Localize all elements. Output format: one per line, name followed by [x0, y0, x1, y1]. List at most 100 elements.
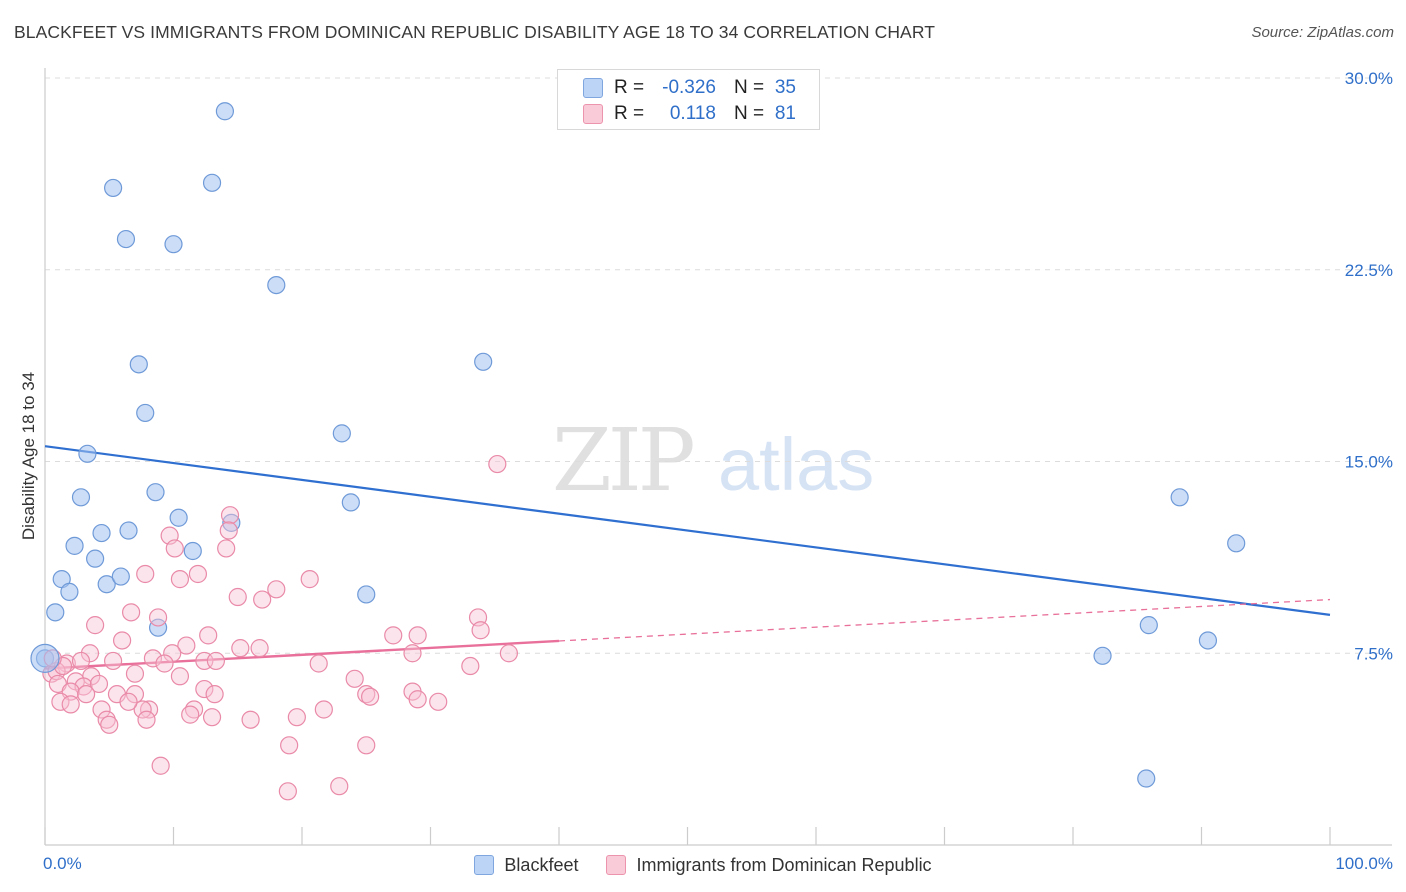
axes: [44, 68, 1392, 846]
point-dominican: [314, 700, 333, 719]
n-value: 81: [774, 103, 796, 124]
point-dominican: [499, 644, 518, 663]
point-dominican: [280, 736, 299, 755]
point-dominican: [170, 667, 190, 686]
point-dominican: [205, 685, 224, 704]
n-label: N =: [734, 103, 765, 124]
point-blackfeet: [169, 508, 188, 527]
trend-line-dominican-dashed: [558, 598, 1331, 642]
point-blackfeet: [119, 521, 138, 540]
legend-swatch-pink: [606, 855, 627, 875]
watermark-atlas: atlas: [718, 423, 874, 506]
point-dominican: [357, 736, 376, 755]
point-blackfeet: [129, 355, 148, 374]
grid: [45, 77, 1392, 654]
point-dominican: [228, 587, 247, 607]
point-blackfeet: [46, 603, 65, 622]
y-tick-label: 7.5%: [1354, 644, 1393, 663]
point-dominican: [155, 654, 174, 673]
point-dominican: [89, 674, 109, 694]
point-dominican: [384, 626, 403, 645]
n-label: N =: [734, 77, 765, 98]
point-blackfeet: [1137, 769, 1156, 788]
point-blackfeet: [267, 275, 286, 295]
point-dominican: [231, 639, 250, 658]
point-blackfeet: [1139, 616, 1158, 635]
point-dominican: [143, 649, 163, 668]
y-axis-label: Disability Age 18 to 34: [19, 372, 38, 540]
point-dominican: [61, 695, 80, 714]
point-dominican: [217, 539, 236, 558]
stats-row-dominican: R = 0.118 N = 81: [558, 101, 819, 127]
point-dominican: [119, 692, 138, 711]
point-blackfeet: [111, 567, 130, 586]
point-blackfeet: [86, 549, 105, 568]
point-dominican: [77, 685, 96, 704]
point-dominican: [267, 580, 286, 599]
point-dominican: [408, 690, 427, 709]
point-dominican: [86, 616, 105, 635]
point-dominican: [137, 710, 156, 729]
point-dominican: [104, 651, 123, 671]
point-dominican: [112, 631, 132, 650]
point-blackfeet: [202, 173, 222, 192]
r-value: 0.118: [669, 103, 716, 124]
point-blackfeet: [1093, 646, 1112, 665]
point-dominican: [220, 506, 240, 525]
point-blackfeet: [65, 536, 84, 555]
point-dominican: [92, 700, 111, 719]
point-blackfeet: [332, 424, 351, 443]
point-dominican: [177, 636, 196, 655]
stats-row-blackfeet: R = -0.326 N = 35: [558, 75, 819, 101]
point-dominican: [241, 710, 260, 729]
point-dominican: [287, 708, 306, 727]
stats-legend: R = -0.326 N = 35 R = 0.118 N = 81: [557, 69, 820, 130]
point-blackfeet: [183, 541, 202, 561]
legend-label: Blackfeet: [504, 854, 579, 875]
point-dominican: [206, 651, 226, 671]
legend: Blackfeet Immigrants from Dominican Repu…: [0, 850, 1406, 880]
legend-swatch-blue: [474, 855, 495, 875]
point-dominican: [429, 692, 448, 711]
point-dominican: [188, 564, 208, 584]
point-dominican: [253, 590, 272, 609]
point-blackfeet: [474, 352, 493, 371]
point-dominican: [181, 705, 200, 724]
point-dominican: [163, 644, 182, 663]
point-blackfeet: [116, 229, 136, 249]
x-tick-label: 100.0%: [1335, 854, 1393, 873]
point-dominican: [170, 570, 190, 589]
point-dominican: [133, 700, 152, 719]
point-dominican: [97, 710, 116, 729]
point-dominican: [300, 570, 319, 589]
legend-item-blackfeet: Blackfeet: [474, 855, 578, 876]
point-dominican: [345, 669, 364, 688]
point-blackfeet: [104, 178, 123, 198]
point-dominican: [202, 708, 222, 727]
r-value: -0.326: [662, 77, 716, 98]
tick-labels: 7.5% 15.0% 22.5% 30.0% 0.0% 100.0%: [43, 69, 1393, 873]
point-dominican: [309, 654, 328, 673]
point-dominican: [461, 656, 480, 676]
source-label: Source: ZipAtlas.com: [1251, 24, 1394, 41]
point-blackfeet-large: [30, 643, 60, 673]
point-dominican: [195, 679, 214, 699]
point-dominican: [250, 639, 269, 658]
chart-title: BLACKFEET VS IMMIGRANTS FROM DOMINICAN R…: [14, 22, 936, 42]
y-tick-label: 22.5%: [1345, 261, 1393, 280]
point-blackfeet: [1227, 534, 1246, 553]
point-dominican: [471, 621, 490, 640]
point-dominican: [165, 539, 184, 558]
point-blackfeet: [146, 483, 165, 502]
point-dominican: [71, 651, 91, 671]
trend-line-blackfeet: [44, 445, 1331, 616]
point-dominican: [403, 644, 422, 663]
point-blackfeet: [1170, 488, 1189, 507]
point-blackfeet: [164, 235, 183, 254]
point-dominican: [136, 564, 155, 584]
point-blackfeet: [60, 582, 79, 601]
point-blackfeet: [148, 618, 168, 637]
point-dominican: [148, 608, 168, 627]
stats-swatch-pink: [583, 104, 603, 124]
